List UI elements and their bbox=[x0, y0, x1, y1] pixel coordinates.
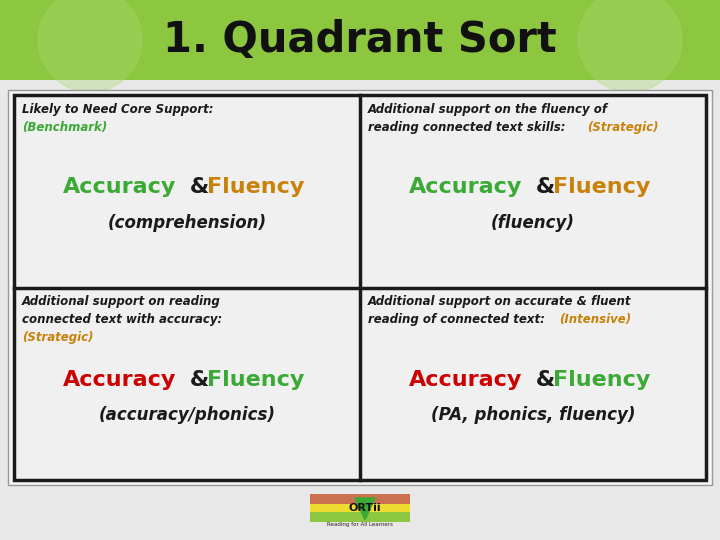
Text: Accuracy: Accuracy bbox=[409, 178, 523, 198]
Circle shape bbox=[38, 0, 142, 92]
Text: (Strategic): (Strategic) bbox=[588, 121, 659, 134]
Circle shape bbox=[578, 0, 682, 92]
Text: Additional support on reading: Additional support on reading bbox=[22, 295, 221, 308]
Bar bbox=[310, 512, 410, 522]
Text: Accuracy: Accuracy bbox=[409, 370, 523, 390]
Text: (Intensive): (Intensive) bbox=[559, 313, 631, 326]
Bar bbox=[310, 494, 410, 522]
Text: Additional support on the fluency of: Additional support on the fluency of bbox=[368, 103, 608, 116]
Text: Accuracy: Accuracy bbox=[63, 370, 176, 390]
Text: (Strategic): (Strategic) bbox=[22, 331, 94, 344]
Text: (comprehension): (comprehension) bbox=[107, 214, 266, 232]
Text: connected text with accuracy:: connected text with accuracy: bbox=[22, 313, 222, 326]
Bar bbox=[310, 494, 410, 504]
Text: (PA, phonics, fluency): (PA, phonics, fluency) bbox=[431, 407, 635, 424]
Text: Fluency: Fluency bbox=[207, 370, 304, 390]
Text: Fluency: Fluency bbox=[553, 370, 650, 390]
Text: &: & bbox=[528, 178, 563, 198]
Text: (fluency): (fluency) bbox=[491, 214, 575, 232]
Polygon shape bbox=[355, 498, 375, 520]
Text: 1. Quadrant Sort: 1. Quadrant Sort bbox=[163, 19, 557, 61]
Text: ORTii: ORTii bbox=[348, 503, 382, 513]
Bar bbox=[0, 0, 720, 80]
Text: Fluency: Fluency bbox=[207, 178, 304, 198]
Text: Additional support on accurate & fluent: Additional support on accurate & fluent bbox=[368, 295, 631, 308]
Text: Likely to Need Core Support:: Likely to Need Core Support: bbox=[22, 103, 214, 116]
Text: reading connected text skills:: reading connected text skills: bbox=[368, 121, 570, 134]
Text: Reading for All Learners: Reading for All Learners bbox=[327, 522, 393, 527]
Text: reading of connected text:: reading of connected text: bbox=[368, 313, 549, 326]
Text: (Benchmark): (Benchmark) bbox=[22, 121, 107, 134]
Bar bbox=[310, 504, 410, 512]
Text: &: & bbox=[182, 178, 217, 198]
Text: Accuracy: Accuracy bbox=[63, 178, 176, 198]
Text: Fluency: Fluency bbox=[553, 178, 650, 198]
Text: (accuracy/phonics): (accuracy/phonics) bbox=[99, 407, 276, 424]
Text: &: & bbox=[182, 370, 217, 390]
Bar bbox=[8, 90, 712, 485]
Text: &: & bbox=[528, 370, 563, 390]
Bar bbox=[14, 95, 706, 480]
